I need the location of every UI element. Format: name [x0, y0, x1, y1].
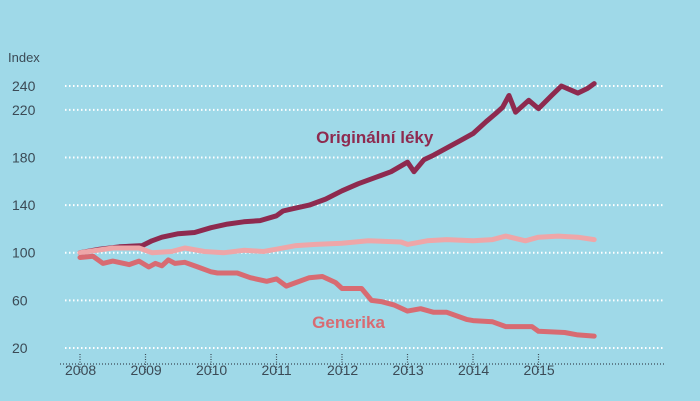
series-labels: Originální léky Generika — [312, 128, 434, 332]
y-tick-label-220: 220 — [12, 102, 36, 118]
y-tick-label-100: 100 — [12, 245, 36, 261]
x-tick-label-2011: 2011 — [262, 362, 292, 378]
series-line-originals — [77, 81, 597, 256]
x-tick-label-2009: 2009 — [131, 362, 162, 378]
x-tick-label-2015: 2015 — [524, 362, 555, 378]
series-line-total — [77, 233, 597, 256]
y-tick-label-60: 60 — [12, 292, 28, 308]
y-tick-label-140: 140 — [12, 197, 36, 213]
x-tick-label-2012: 2012 — [327, 362, 358, 378]
y-axis-ticks: 20 60 100 140 180 220 240 — [12, 78, 36, 356]
series-line-generics — [77, 253, 597, 339]
series-label-generics: Generika — [312, 313, 385, 332]
x-axis: 2008 2009 2010 2011 2012 2013 2014 2015 — [60, 354, 665, 378]
y-tick-label-20: 20 — [12, 340, 28, 356]
x-tick-label-2008: 2008 — [65, 362, 96, 378]
x-tick-label-2014: 2014 — [458, 362, 489, 378]
x-tick-label-2013: 2013 — [393, 362, 424, 378]
series-label-originals: Originální léky — [316, 128, 434, 147]
y-tick-label-240: 240 — [12, 78, 36, 94]
y-tick-label-180: 180 — [12, 149, 36, 165]
x-tick-label-2010: 2010 — [196, 362, 227, 378]
series-lines — [77, 81, 597, 339]
y-axis-title: Index — [8, 50, 40, 65]
